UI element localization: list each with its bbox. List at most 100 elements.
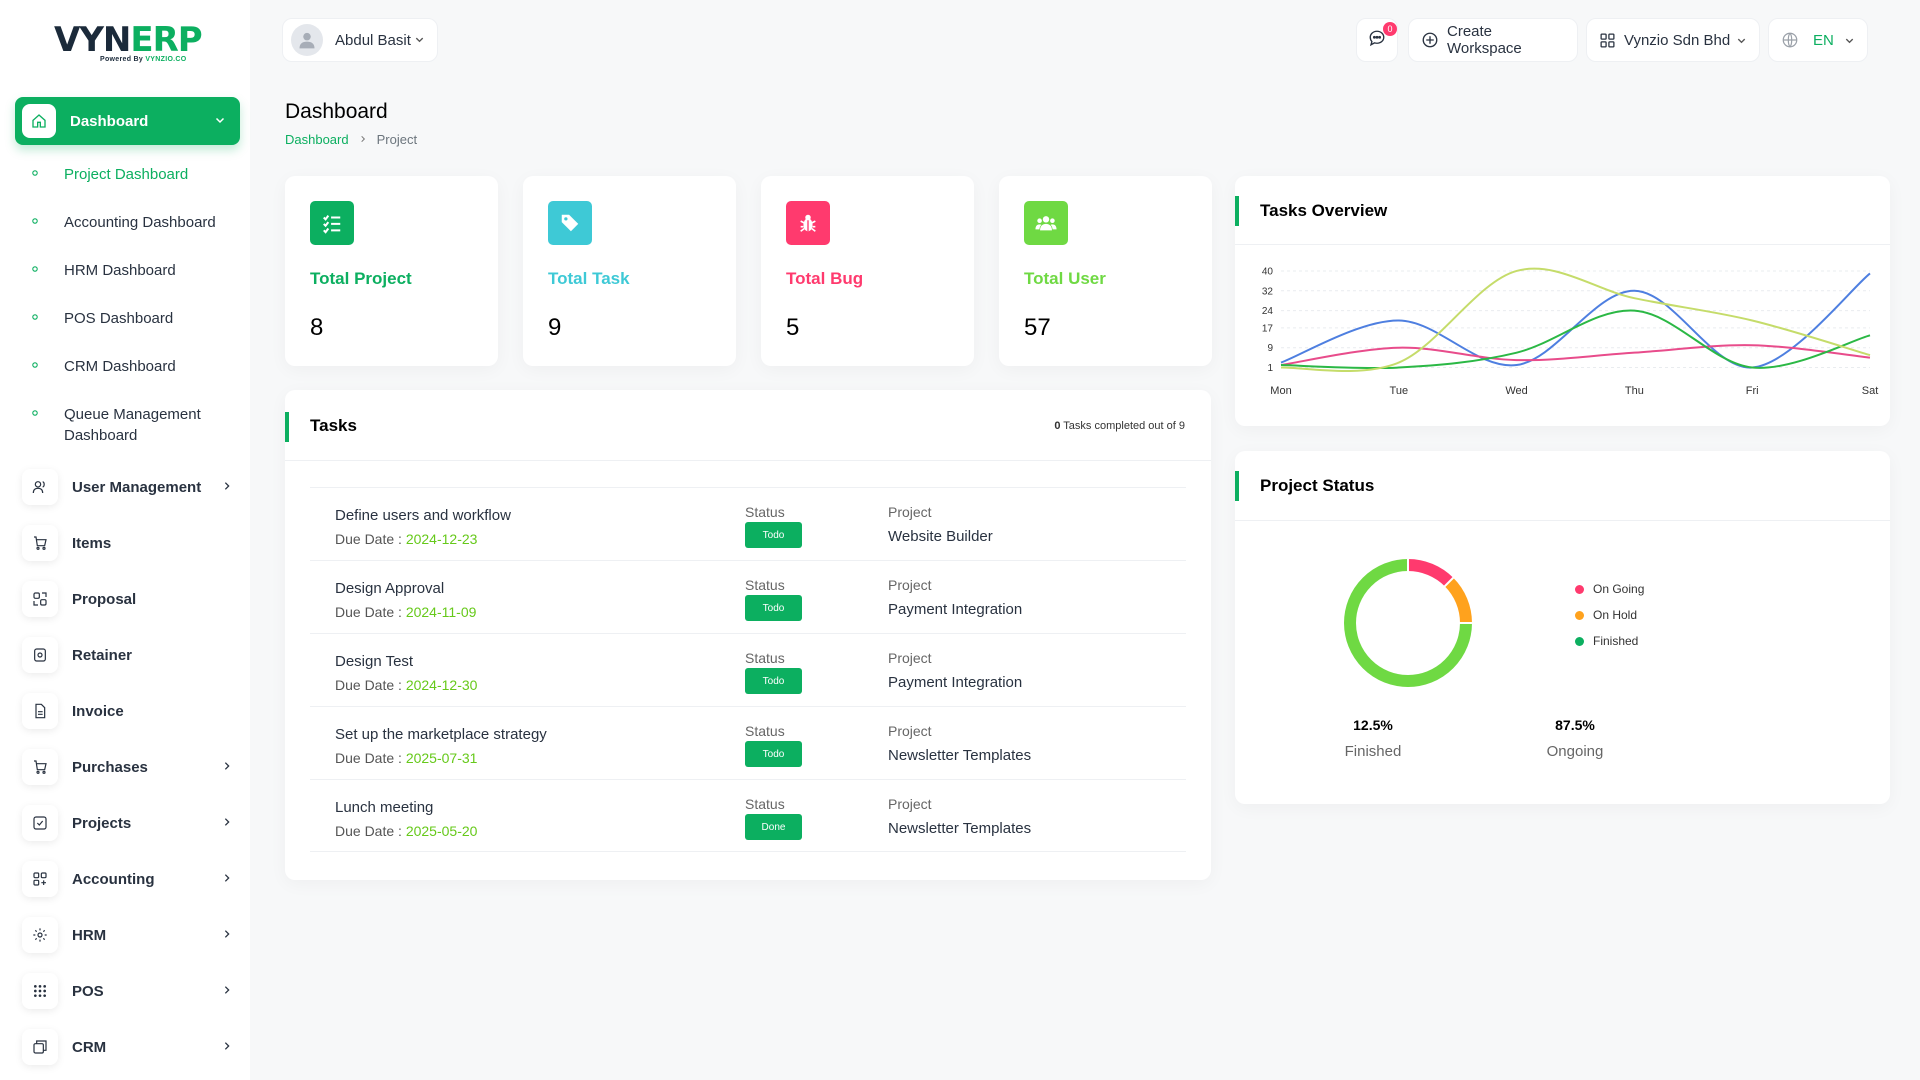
sidebar-subitem-crm-dashboard[interactable]: CRM Dashboard bbox=[30, 356, 234, 377]
retainer-icon bbox=[22, 637, 58, 673]
table-row[interactable]: Design Test Due Date : 2024-12-30 Status… bbox=[310, 633, 1186, 706]
project-name: Website Builder bbox=[888, 528, 993, 545]
stat-value: 8 bbox=[310, 314, 324, 341]
legend-item-finished: Finished bbox=[1575, 634, 1638, 648]
chevron-right-icon bbox=[222, 759, 232, 775]
sidebar-subitem-pos-dashboard[interactable]: POS Dashboard bbox=[30, 308, 234, 329]
chevron-down-icon bbox=[1844, 35, 1855, 46]
workspace-selector[interactable]: Vynzio Sdn Bhd bbox=[1586, 18, 1760, 62]
sidebar-item-crm[interactable]: CRM bbox=[22, 1027, 236, 1067]
stat-card-total-project: Total Project 8 bbox=[285, 176, 498, 366]
x-tick-label: Tue bbox=[1390, 385, 1409, 397]
table-row[interactable]: Define users and workflow Due Date : 202… bbox=[310, 487, 1186, 560]
checkbox-icon bbox=[22, 805, 58, 841]
sidebar-item-user-management[interactable]: User Management bbox=[22, 467, 236, 507]
table-row[interactable]: Set up the marketplace strategy Due Date… bbox=[310, 706, 1186, 779]
sidebar-subitem-queue-dashboard[interactable]: Queue Management Dashboard bbox=[30, 404, 234, 446]
x-tick-label: Wed bbox=[1505, 385, 1527, 397]
sidebar-subitem-hrm-dashboard[interactable]: HRM Dashboard bbox=[30, 260, 234, 281]
stat-value: 57 bbox=[1024, 314, 1051, 341]
sidebar: VYNERP Powered By VYNZIO.CO Dashboard Pr… bbox=[0, 0, 250, 1080]
table-row[interactable]: Design Approval Due Date : 2024-11-09 St… bbox=[310, 560, 1186, 633]
crm-icon bbox=[22, 1029, 58, 1065]
project-label: Project bbox=[888, 504, 932, 520]
project-label: Project bbox=[888, 796, 932, 812]
chevron-down-icon bbox=[414, 33, 425, 48]
grid-icon bbox=[22, 861, 58, 897]
create-workspace-button[interactable]: Create Workspace bbox=[1408, 18, 1578, 62]
sidebar-item-proposal[interactable]: Proposal bbox=[22, 579, 236, 619]
sidebar-item-accounting[interactable]: Accounting bbox=[22, 859, 236, 899]
series-line-0 bbox=[1280, 272, 1871, 369]
y-tick-label: 17 bbox=[1262, 323, 1274, 334]
sidebar-subitem-project-dashboard[interactable]: Project Dashboard bbox=[30, 164, 234, 185]
breadcrumb-link-dashboard[interactable]: Dashboard bbox=[285, 132, 349, 147]
logo-tagline: Powered By VYNZIO.CO bbox=[100, 56, 187, 63]
donut-slice-on-going bbox=[1407, 559, 1454, 587]
tasks-overview-title: Tasks Overview bbox=[1260, 201, 1388, 220]
finished-label: Finished bbox=[1344, 743, 1402, 760]
sidebar-item-projects[interactable]: Projects bbox=[22, 803, 236, 843]
status-badge: Todo bbox=[745, 668, 802, 694]
sidebar-item-pos[interactable]: POS bbox=[22, 971, 236, 1011]
sidebar-subitem-accounting-dashboard[interactable]: Accounting Dashboard bbox=[30, 212, 234, 233]
title-accent-bar bbox=[1235, 196, 1239, 226]
legend-swatch bbox=[1575, 610, 1584, 620]
language-selector[interactable]: EN bbox=[1768, 18, 1868, 62]
bullet-icon bbox=[32, 410, 38, 416]
task-name: Set up the marketplace strategy bbox=[335, 726, 547, 743]
x-tick-label: Fri bbox=[1746, 385, 1759, 397]
hrm-icon bbox=[22, 917, 58, 953]
sidebar-item-dashboard[interactable]: Dashboard bbox=[15, 97, 240, 145]
finished-percent: 12.5% bbox=[1353, 717, 1393, 733]
series-line-1 bbox=[1280, 344, 1871, 367]
logo-text: VYNERP bbox=[54, 20, 203, 60]
tasks-card: Tasks 0 Tasks completed out of 9 Define … bbox=[285, 390, 1211, 880]
status-badge: Todo bbox=[745, 741, 802, 767]
sidebar-item-retainer[interactable]: Retainer bbox=[22, 635, 236, 675]
chevron-down-icon bbox=[214, 113, 226, 129]
checklist-icon bbox=[310, 201, 354, 245]
sidebar-item-invoice[interactable]: Invoice bbox=[22, 691, 236, 731]
tasks-completed-summary: 0 Tasks completed out of 9 bbox=[1054, 420, 1185, 432]
series-line-3 bbox=[1280, 267, 1871, 373]
users-icon bbox=[22, 469, 58, 505]
table-row[interactable]: Lunch meeting Due Date : 2025-05-20 Stat… bbox=[310, 779, 1186, 852]
plus-circle-icon bbox=[1421, 31, 1439, 49]
user-name: Abdul Basit bbox=[335, 31, 411, 49]
breadcrumb-current: Project bbox=[376, 132, 418, 147]
home-icon bbox=[22, 104, 56, 138]
status-label: Status bbox=[745, 577, 785, 593]
project-name: Payment Integration bbox=[888, 601, 1023, 618]
bullet-icon bbox=[32, 266, 38, 272]
chevron-right-icon bbox=[222, 479, 232, 495]
language-label: EN bbox=[1813, 31, 1834, 49]
task-name: Design Test bbox=[335, 653, 414, 670]
sidebar-item-hrm[interactable]: HRM bbox=[22, 915, 236, 955]
stat-label: Total Task bbox=[548, 269, 630, 288]
cart-icon bbox=[22, 525, 58, 561]
chevron-down-icon bbox=[1736, 35, 1747, 46]
sidebar-item-label: Dashboard bbox=[70, 112, 149, 130]
project-status-card: Project Status On Going On Hold Finished… bbox=[1235, 451, 1890, 804]
messages-button[interactable]: 0 bbox=[1356, 18, 1398, 62]
tasks-overview-chart: 1 9 17 24 32 40 Mon Tue Wed Thu Fri Sat bbox=[1262, 266, 1878, 397]
tasks-overview-card: Tasks Overview 1 9 17 24 32 40 Mon Tue Wed Thu Fri… bbox=[1235, 176, 1890, 426]
series-line-2 bbox=[1280, 309, 1871, 370]
cart-icon bbox=[22, 749, 58, 785]
y-tick-label: 9 bbox=[1267, 343, 1273, 354]
title-accent-bar bbox=[285, 412, 289, 442]
stat-card-total-bug: Total Bug 5 bbox=[761, 176, 974, 366]
status-label: Status bbox=[745, 723, 785, 739]
card-divider bbox=[1235, 520, 1890, 521]
status-badge: Todo bbox=[745, 522, 802, 548]
brand-logo[interactable]: VYNERP Powered By VYNZIO.CO bbox=[54, 20, 203, 68]
y-tick-label: 32 bbox=[1262, 286, 1274, 297]
tasks-title: Tasks bbox=[310, 416, 357, 435]
grid-icon bbox=[1599, 32, 1616, 49]
chevron-right-icon bbox=[222, 927, 232, 943]
sidebar-item-items[interactable]: Items bbox=[22, 523, 236, 563]
card-divider bbox=[1235, 244, 1890, 245]
user-menu[interactable]: Abdul Basit bbox=[282, 18, 438, 62]
sidebar-item-purchases[interactable]: Purchases bbox=[22, 747, 236, 787]
